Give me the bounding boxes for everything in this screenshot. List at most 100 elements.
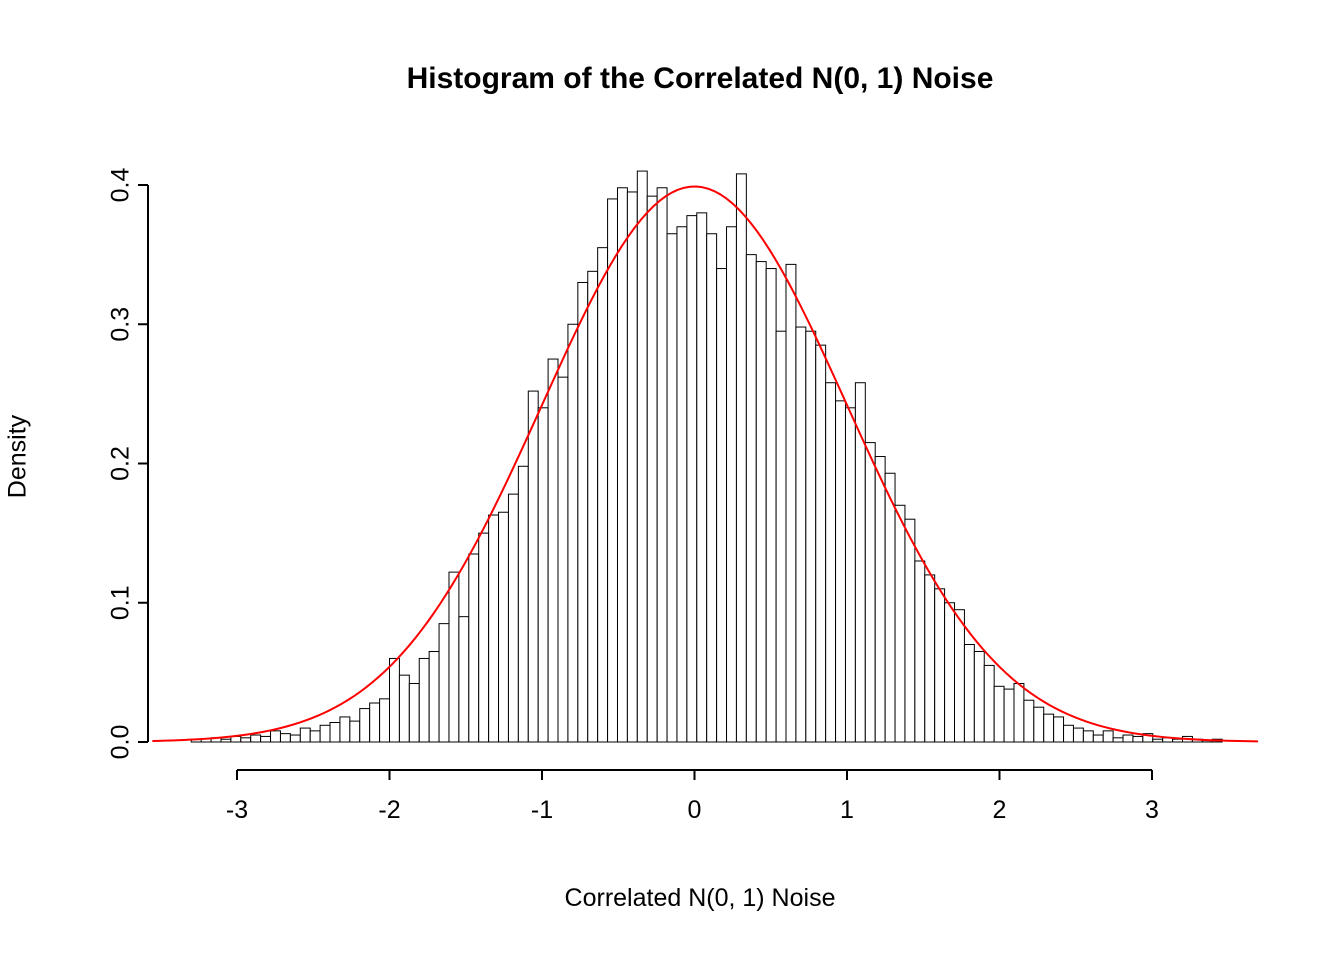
histogram-bar (379, 698, 390, 743)
histogram-bar (488, 514, 500, 743)
x-tick-label: -1 (531, 796, 553, 824)
histogram-bar (478, 532, 490, 743)
histogram-bar (1023, 699, 1035, 743)
histogram-bar (260, 735, 272, 743)
histogram-bar (458, 616, 470, 743)
histogram-bar (1053, 716, 1065, 743)
histogram-bar (616, 187, 628, 743)
histogram-bar (973, 650, 985, 743)
histogram-bar (864, 442, 876, 743)
histogram-bar (1033, 706, 1045, 743)
histogram-bar (894, 504, 906, 743)
histogram-bar (468, 553, 480, 743)
histogram-bar (944, 602, 956, 743)
histogram-bar (299, 727, 311, 743)
histogram-bar (904, 518, 916, 743)
histogram-bar (607, 198, 618, 743)
histogram-bar (418, 657, 430, 743)
histogram-bar (765, 268, 777, 743)
histogram-bar (666, 233, 678, 743)
histogram-bar (557, 376, 569, 743)
histogram-bar (844, 407, 856, 743)
histogram-bar (408, 683, 420, 743)
histogram-bar (339, 716, 351, 743)
histogram-bar (696, 212, 708, 743)
y-tick-label: 0.1 (107, 585, 135, 620)
histogram-bar (1112, 737, 1124, 743)
histogram-bar (636, 170, 648, 743)
histogram-bar (735, 173, 747, 743)
y-tick-label: 0.0 (107, 725, 135, 760)
histogram-bar (686, 215, 698, 743)
histogram-bar (963, 644, 975, 743)
histogram-bar (398, 674, 410, 743)
histogram-bar (676, 226, 688, 743)
histogram-bar (389, 657, 400, 743)
histogram-bar (1072, 727, 1084, 743)
histogram-bar (815, 344, 827, 743)
histogram-bar (795, 326, 807, 743)
histogram-bar (924, 574, 936, 743)
histogram-bar (567, 323, 579, 743)
histogram-bar (329, 722, 341, 743)
histogram-bar (1102, 730, 1114, 743)
histogram-bar (1063, 724, 1074, 743)
histogram-bar (289, 734, 301, 743)
histogram-bar (517, 465, 529, 743)
histogram-bar (448, 571, 460, 743)
histogram-bar (745, 254, 757, 743)
normal-density-curve (152, 185, 1259, 743)
histogram-bar (507, 493, 519, 743)
x-tick-label: -2 (378, 796, 400, 824)
histogram-bar (250, 734, 262, 743)
histogram-bar (884, 472, 896, 743)
histogram-bar (934, 588, 946, 743)
x-axis-label: Correlated N(0, 1) Noise (564, 884, 836, 912)
x-tick-label: -3 (226, 796, 248, 824)
histogram-bar (646, 195, 658, 743)
histogram-bar (438, 623, 450, 743)
histogram-bar (349, 720, 361, 743)
histogram-bar (954, 609, 965, 743)
histogram-bar (1043, 713, 1055, 743)
histogram-bar (775, 330, 787, 743)
histogram-bar (577, 281, 589, 743)
histogram-bar (755, 261, 767, 743)
y-tick-label: 0.3 (107, 307, 135, 342)
x-tick-label: 3 (1145, 796, 1159, 824)
y-tick-label: 0.4 (107, 168, 135, 203)
histogram-bar (279, 733, 291, 743)
histogram-bar (716, 268, 728, 743)
x-tick-label: 0 (688, 796, 702, 824)
histogram-bar (1092, 734, 1104, 743)
histogram-bar (240, 737, 252, 743)
histogram-bar (835, 400, 846, 743)
x-tick-label: 2 (993, 796, 1007, 824)
histogram-bar (825, 382, 837, 743)
histogram-bar (726, 226, 737, 743)
y-tick-label: 0.2 (107, 446, 135, 481)
histogram-bar (874, 456, 886, 743)
histogram-bar (1082, 730, 1094, 743)
x-axis: -3 -2 -1 0 1 2 3 (226, 769, 1159, 824)
histogram-bar (319, 724, 331, 743)
histogram-bar (1003, 688, 1015, 743)
histogram-bar (1132, 735, 1144, 743)
histogram-bar (547, 358, 559, 743)
histogram-bar (428, 650, 440, 743)
histogram-bar (656, 187, 668, 743)
histogram-bar (369, 702, 381, 743)
histogram-bar (914, 560, 926, 743)
y-axis: 0.0 0.1 0.2 0.3 0.4 (107, 168, 149, 760)
histogram-bar (498, 511, 509, 743)
histogram-bar (597, 247, 609, 743)
chart-title: Histogram of the Correlated N(0, 1) Nois… (406, 62, 994, 95)
histogram-bar (1122, 734, 1134, 743)
histogram-bar (587, 270, 599, 743)
histogram-bar (706, 233, 718, 743)
histogram-bar (1013, 683, 1025, 743)
histogram-bar (785, 263, 797, 743)
histogram-bar (537, 407, 549, 743)
